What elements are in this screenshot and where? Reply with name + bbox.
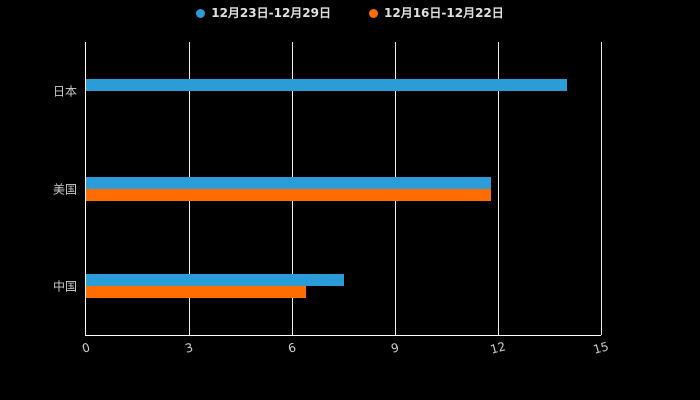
legend-label: 12月23日-12月29日	[211, 6, 331, 20]
legend-marker-icon	[369, 8, 378, 18]
legend-item-week1[interactable]: 12月16日-12月22日	[369, 7, 504, 19]
chart-legend: 12月23日-12月29日 12月16日-12月22日	[0, 7, 700, 19]
legend-item-week2[interactable]: 12月23日-12月29日	[196, 7, 331, 19]
x-tick-label: 9	[389, 340, 401, 356]
legend-marker-icon	[196, 8, 206, 18]
y-category-label: 美国	[52, 182, 77, 196]
x-tick-label: 0	[80, 340, 92, 356]
bar[interactable]	[86, 78, 567, 91]
gridline	[601, 42, 602, 335]
bar[interactable]	[86, 188, 492, 201]
x-tick-label: 6	[286, 340, 298, 356]
x-tick-label: 15	[591, 339, 611, 357]
gridline	[498, 42, 499, 335]
bar[interactable]	[86, 274, 344, 287]
legend-label: 12月16日-12月22日	[384, 6, 504, 20]
x-tick-label: 3	[183, 340, 195, 356]
plot-area: 0 3 6 9 12 15 日本美国中国	[53, 42, 610, 357]
bar[interactable]	[86, 176, 492, 189]
x-tick-label: 12	[488, 339, 508, 357]
bar[interactable]	[86, 286, 306, 299]
y-category-label: 日本	[52, 84, 77, 99]
y-category-label: 中国	[52, 279, 77, 294]
